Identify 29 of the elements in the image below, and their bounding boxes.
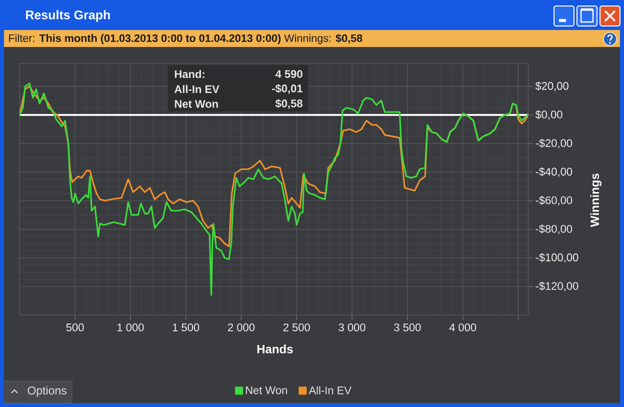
text: Options	[28, 386, 66, 397]
x-tick-label: 4 000	[449, 324, 476, 332]
legend-label: All-In EV	[308, 386, 352, 394]
annotation: All-In EV	[174, 85, 220, 93]
x-tick-label: 1 000	[117, 324, 144, 332]
y-tick-label: $0,00	[535, 110, 562, 120]
y-axis-title: Winnings	[590, 174, 602, 227]
y-tick-label: $20,00	[535, 82, 568, 92]
x-tick-label: 2 500	[283, 324, 310, 332]
x-tick-label: 1 500	[172, 324, 200, 332]
y-tick-label: -$40,00	[536, 167, 572, 177]
x-axis-title: Hands	[257, 344, 293, 354]
annotation: -$0,01	[272, 84, 302, 94]
y-tick-label: -$20,00	[536, 138, 572, 148]
y-tick-label: -$60,00	[536, 196, 572, 206]
x-tick-label: 500	[66, 324, 84, 332]
annotation: Net Won	[174, 100, 218, 108]
annotation: $0,58	[275, 99, 302, 109]
annotation: 4 590	[275, 70, 302, 78]
x-tick-label: 3 000	[338, 324, 366, 332]
chart-title: Results Graph	[26, 10, 110, 22]
y-tick-label: -$80,00	[536, 224, 572, 234]
legend-label: Net Won	[246, 386, 287, 394]
x-tick-label: 3 500	[394, 324, 421, 332]
chart-subtitle: Filter: This month (01.03.2013 0:00 to 01.04.2013 0:00) Winnings: $0,58	[9, 34, 362, 44]
y-tick-label: -$120,00	[536, 282, 578, 292]
y-tick-label: -$100,00	[536, 253, 578, 263]
annotation: Hand:	[174, 70, 204, 78]
x-tick-label: 2 000	[228, 324, 255, 332]
